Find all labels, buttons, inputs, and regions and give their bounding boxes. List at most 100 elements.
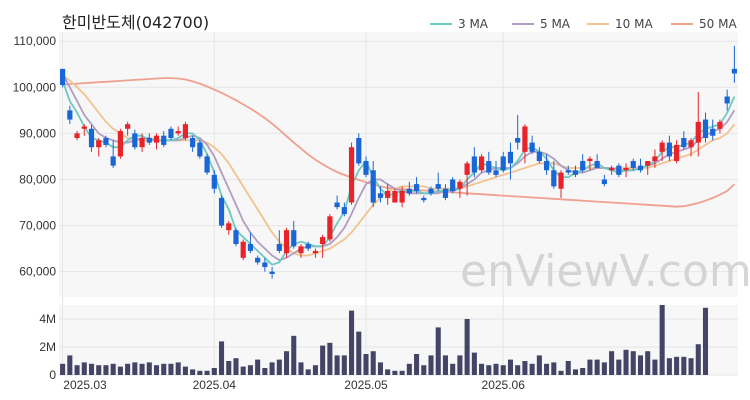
candle [406,181,412,196]
volume-bar [218,341,225,375]
candle-body [551,170,557,187]
candle [262,257,268,272]
candle-body [601,179,607,185]
candle [276,230,282,254]
volume-bar [565,361,571,375]
candle [413,177,420,194]
candle-body [81,126,87,129]
candle-body [652,156,658,162]
volume-bar [601,362,607,375]
candle [218,195,225,228]
volume-bar [385,369,391,375]
candle-body [74,133,80,138]
volume-bar [103,365,109,375]
candle-body [450,179,456,191]
volume-bar [471,352,477,375]
candle [103,135,109,148]
candle [370,161,376,208]
legend-item: 5 MA [512,17,571,31]
candle-body [132,133,138,148]
candle-body [623,167,629,171]
candle [681,131,687,150]
candle-body [363,161,369,175]
volume-bar [153,365,160,375]
volume-y-tick-label: 2M [39,340,56,354]
candle-body [688,140,694,148]
candle-body [305,244,311,249]
volume-bar [247,365,253,375]
candle-body [110,156,116,166]
volume-bar [276,359,282,375]
candle-body [348,147,355,203]
volume-bar [702,307,709,375]
candle [74,131,80,141]
candle-body [168,128,174,138]
candle [580,154,586,173]
volume-bar [666,358,672,375]
candle-body [370,170,376,203]
candle [168,126,174,141]
candle [385,184,391,205]
volume-bar [233,358,239,375]
volume-bar [558,370,564,375]
candle [616,163,622,178]
volume-bar [435,327,441,375]
volume-bar [291,335,297,375]
candle [139,133,145,152]
volume-bar [132,362,138,375]
candle [637,158,644,173]
candle-body [190,138,196,148]
candle-body [630,161,636,168]
volume-bar [493,363,499,375]
candle-body [175,131,181,134]
candle-body [377,193,384,198]
candle [399,186,405,208]
volume-bar [392,370,398,375]
candle-body [645,161,651,166]
legend: 3 MA 5 MA 10 MA 50 MA [430,17,737,31]
price-y-tick-label: 110,000 [14,34,57,48]
candle-body [247,244,254,251]
volume-bar [529,363,535,375]
candle-body [507,151,514,164]
volume-bar [96,365,102,375]
candle [67,105,73,125]
price-y-tick-label: 90,000 [19,126,56,140]
volume-bar [226,361,232,375]
candle [334,195,340,210]
legend-item: 3 MA [430,17,489,31]
candle-body [522,126,528,152]
candle [471,147,477,178]
candle-body [182,124,189,138]
candle-body [96,140,102,148]
price-y-tick-label: 80,000 [19,172,56,186]
candle [320,234,326,258]
volume-bar [356,331,362,375]
candle-body [197,142,203,157]
volume-bar [522,361,528,375]
volume-bar [464,319,470,375]
candle [153,133,160,150]
candle [60,68,66,88]
candle-body [580,161,586,171]
volume-bar [551,362,557,375]
volume-bar [117,366,123,375]
candle [283,227,290,258]
candle-body [117,131,123,157]
candle [442,184,449,201]
candle-body [681,138,687,148]
candle-body [435,184,441,189]
candle [674,140,680,164]
volume-bar [688,358,694,375]
price-y-axis: 110,000 100,000 90,000 80,000 70,000 60,000 [13,34,57,278]
volume-bar [421,365,427,375]
ma3-line [61,80,736,266]
candle [478,154,485,173]
chart-title: 한미반도체(042700) [62,13,209,32]
candle-body [724,96,730,104]
volume-y-tick-label: 0 [49,368,56,382]
candle [269,267,275,279]
candle-body [666,142,672,157]
candle-body [515,138,521,143]
